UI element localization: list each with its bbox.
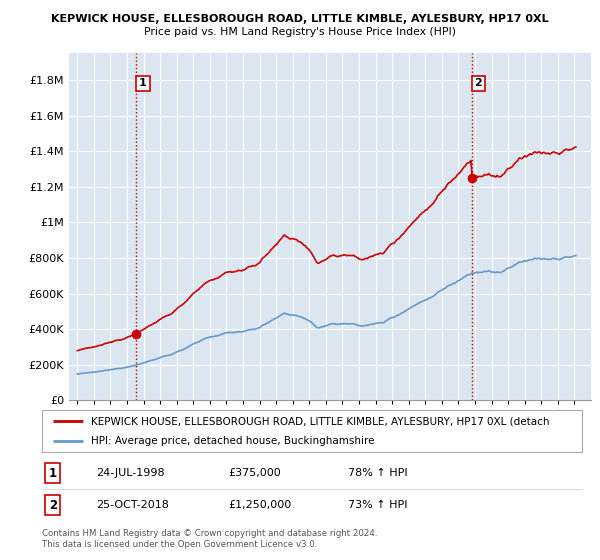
Text: Contains HM Land Registry data © Crown copyright and database right 2024.
This d: Contains HM Land Registry data © Crown c… xyxy=(42,529,377,549)
Text: 73% ↑ HPI: 73% ↑ HPI xyxy=(348,500,407,510)
Text: £375,000: £375,000 xyxy=(228,468,281,478)
Text: HPI: Average price, detached house, Buckinghamshire: HPI: Average price, detached house, Buck… xyxy=(91,436,374,446)
Text: 2: 2 xyxy=(475,78,482,88)
Text: 1: 1 xyxy=(139,78,147,88)
Text: KEPWICK HOUSE, ELLESBOROUGH ROAD, LITTLE KIMBLE, AYLESBURY, HP17 0XL (detach: KEPWICK HOUSE, ELLESBOROUGH ROAD, LITTLE… xyxy=(91,417,549,426)
Text: 24-JUL-1998: 24-JUL-1998 xyxy=(96,468,164,478)
Text: £1,250,000: £1,250,000 xyxy=(228,500,291,510)
Text: 2: 2 xyxy=(49,498,57,512)
Text: 78% ↑ HPI: 78% ↑ HPI xyxy=(348,468,407,478)
Text: KEPWICK HOUSE, ELLESBOROUGH ROAD, LITTLE KIMBLE, AYLESBURY, HP17 0XL: KEPWICK HOUSE, ELLESBOROUGH ROAD, LITTLE… xyxy=(51,14,549,24)
Text: 25-OCT-2018: 25-OCT-2018 xyxy=(96,500,169,510)
Text: 1: 1 xyxy=(49,466,57,480)
Text: Price paid vs. HM Land Registry's House Price Index (HPI): Price paid vs. HM Land Registry's House … xyxy=(144,27,456,37)
